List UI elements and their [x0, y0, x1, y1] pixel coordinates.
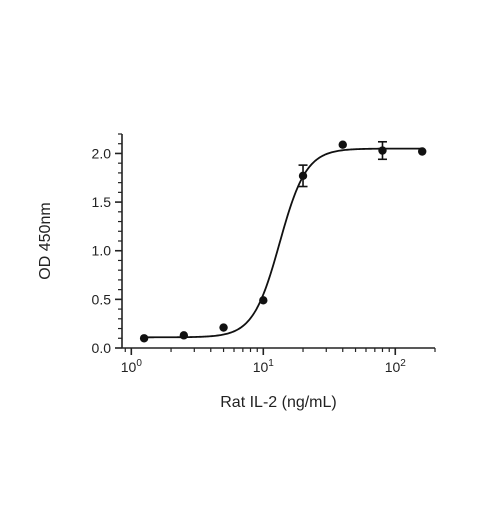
y-tick-label: 0.5	[92, 291, 112, 307]
data-point	[259, 296, 268, 305]
axes: 0.0 0.5 1.0 1.5 2.0 100 101 102	[92, 133, 436, 375]
data-point	[378, 146, 387, 155]
data-point	[219, 323, 228, 332]
y-tick-label: 2.0	[92, 145, 112, 161]
data-point	[418, 147, 427, 156]
data-points	[139, 140, 427, 343]
x-tick-label: 102	[385, 358, 407, 375]
x-tick-label: 100	[121, 358, 143, 375]
x-tick-label: 101	[253, 358, 275, 375]
data-point	[139, 334, 149, 343]
data-point	[338, 140, 347, 149]
data-point	[179, 331, 189, 340]
y-tick-label: 1.0	[92, 243, 112, 259]
x-axis-title: Rat IL-2 (ng/mL)	[220, 394, 336, 411]
fit-curve	[144, 147, 423, 339]
y-tick-label: 1.5	[92, 194, 112, 210]
y-tick-label: 0.0	[92, 340, 112, 356]
y-axis-title: OD 450nm	[37, 202, 54, 279]
data-point	[298, 171, 308, 181]
fit-curve-group	[144, 147, 423, 339]
